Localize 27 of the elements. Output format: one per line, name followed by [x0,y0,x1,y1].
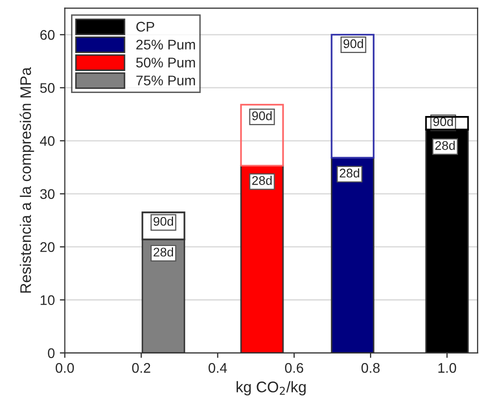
y-tick-label: 50 [40,83,55,93]
x-tick-label: 0.4 [208,363,227,373]
x-tick-label: 0.2 [132,363,150,373]
y-tick-label: 20 [40,242,55,252]
annotation: 90d [344,38,363,48]
y-axis-title: Resistencia a la compresión MPa [20,67,34,293]
x-axis-title: kg CO$_{2}$/kg [236,381,306,396]
annotation: 28d [340,168,360,178]
y-tick-label: 30 [40,189,55,199]
annotation: 90d [433,116,453,126]
x-tick-label: 0.0 [56,363,74,373]
y-tick-label: 60 [40,30,55,40]
annotation: 28d [252,176,272,185]
y-tick-label: 40 [40,136,55,146]
annotation: 28d [435,140,455,150]
legend-label: CP [136,22,154,32]
x-tick-label: 0.6 [285,363,304,373]
annotation: 90d [252,111,272,120]
x-tick-label: 0.8 [361,363,380,373]
x-tick-label: 1.0 [438,363,456,373]
annotation: 90d [154,216,174,226]
legend-label: 75% Pum [136,76,195,86]
annotation: 28d [154,247,174,257]
y-tick-label: 0 [48,348,55,358]
y-tick-label: 10 [40,295,55,306]
legend-label: 25% Pum [136,40,195,50]
legend-label: 50% Pum [136,58,195,68]
